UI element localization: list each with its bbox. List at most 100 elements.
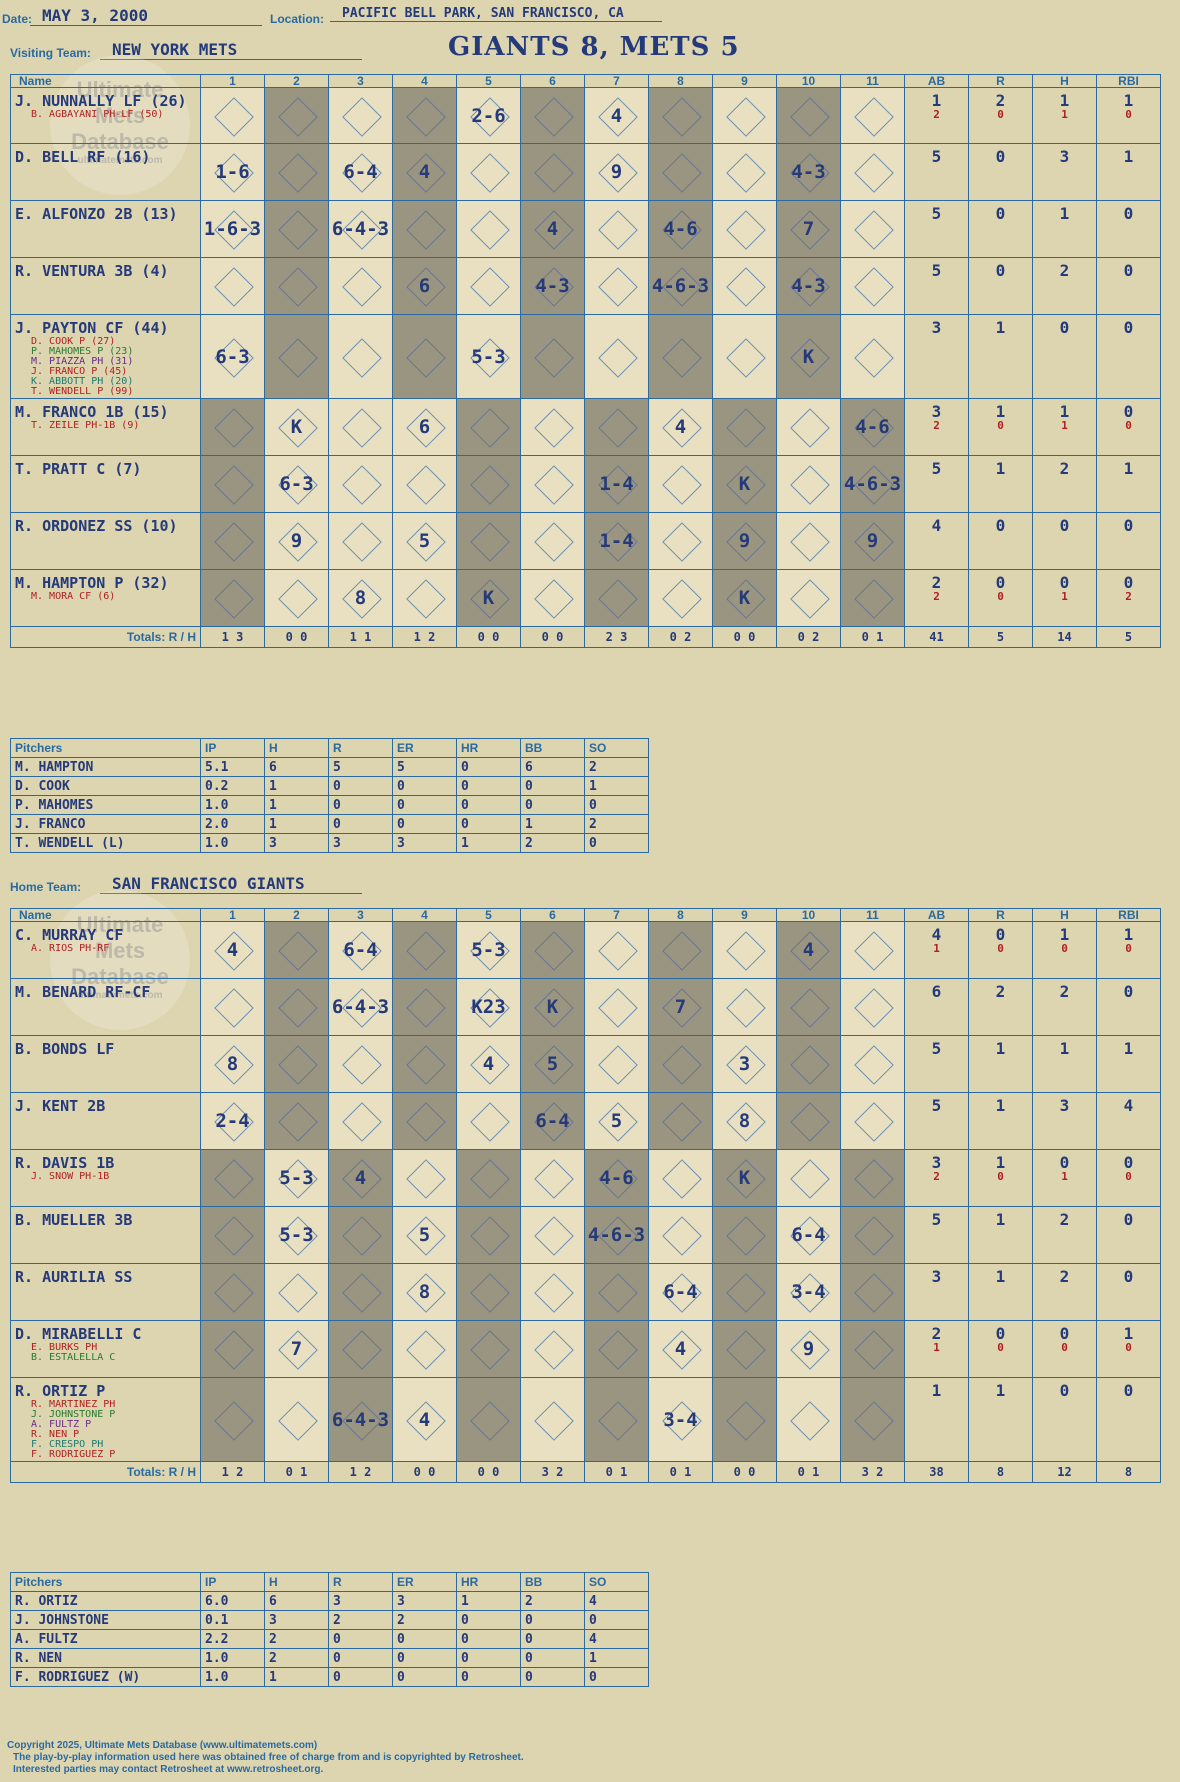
inning-total: 0 1 [264,1461,329,1483]
sub-stat-h: 1 [1061,419,1068,432]
diamond-icon [597,267,638,307]
at-bat-result: 6-4 [663,1281,698,1303]
diamond-icon [213,1400,254,1441]
at-bat-cell [648,1149,713,1207]
stat-rbi: 0 [1096,314,1161,399]
at-bat-result: 6 [418,416,431,438]
stat-ab: 4 [904,512,969,570]
at-bat-cell [264,87,329,144]
column-name-header: Name [10,74,201,88]
stat-rbi: 0 [1096,1206,1161,1264]
inning-header-2: 2 [264,74,329,88]
batter-name: R. ORTIZ P [15,1382,106,1400]
pitcher-stat: 3 [264,1610,329,1630]
at-bat-result: 4-6 [855,416,890,438]
at-bat-cell [392,200,457,258]
pitcher-stat: 4 [584,1591,649,1611]
at-bat-cell [456,1149,521,1207]
at-bat-cell: K23 [456,978,521,1036]
at-bat-cell [520,1320,585,1378]
at-bat-cell: K [776,314,841,399]
sub-stat-rbi: 0 [1125,419,1132,432]
sub-stat-r: 0 [997,419,1004,432]
pitcher-stat: 3 [264,833,329,853]
at-bat-cell: 5 [520,1035,585,1093]
at-bat-cell [264,200,329,258]
pitcher-stat: 1.0 [200,1667,265,1687]
pitchers-header-row: Pitchers IP H R ER HR BB SO [10,738,649,758]
diamond-icon [661,931,702,971]
batter-name: B. MUELLER 3B [15,1211,133,1229]
stat-h: 2 [1032,455,1097,513]
inning-total: 3 2 [520,1461,585,1483]
at-bat-cell [328,398,393,456]
pitcher-stat: 1 [584,1648,649,1668]
diamond-icon [597,408,638,448]
diamond-icon [277,1273,318,1313]
pitcher-stat: 0 [456,1648,521,1668]
at-bat-cell: K [712,1149,777,1207]
at-bat-result: 2-4 [215,1110,250,1132]
diamond-icon [725,96,766,137]
pitcher-stat: 0 [392,795,457,815]
pitcher-stat: 0 [456,1629,521,1649]
at-bat-cell: 4-3 [520,257,585,315]
at-bat-cell [392,978,457,1036]
at-bat-cell: K [712,569,777,627]
stat-header-ab: AB [904,908,969,922]
stat-h: 3 [1032,1092,1097,1150]
at-bat-cell [520,455,585,513]
pitcher-stat: 2.0 [200,814,265,834]
at-bat-cell [200,257,265,315]
at-bat-result: 8 [226,1053,239,1075]
batter-row: M. BENARD RF-CF 6-4-3 K23 K 7 6 2 2 0 [10,978,1161,1036]
substitute-name: R. MARTINEZ PH [31,1399,116,1410]
pitcher-stat: 1 [264,776,329,796]
diamond-icon [213,267,254,307]
diamond-icon [789,579,830,619]
at-bat-cell: 4-3 [776,257,841,315]
pitcher-stat: 1 [264,814,329,834]
pitcher-stat: 0 [520,795,585,815]
at-bat-cell [328,455,393,513]
at-bat-result: 4-6 [599,1167,634,1189]
substitute-name: J. SNOW PH-1B [31,1171,110,1182]
at-bat-cell [392,569,457,627]
batter-row: B. MUELLER 3B 5-3 5 4-6-3 6-4 5 1 2 0 [10,1206,1161,1264]
at-bat-cell [840,978,905,1036]
diamond-icon [789,1045,830,1085]
home-scorecard: Name 1 2 3 4 5 6 7 8 9 10 11 AB R H RBI C. MURRAY CF A. R… [10,908,1161,1483]
diamond-icon [469,1159,510,1199]
pitcher-stat: 0 [328,814,393,834]
at-bat-cell: 3-4 [648,1377,713,1462]
inning-total: 0 1 [584,1461,649,1483]
at-bat-cell [456,398,521,456]
at-bat-result: 6-3 [279,473,314,495]
diamond-icon [469,408,510,448]
at-bat-cell: 3 [712,1035,777,1093]
diamond-icon [533,465,574,505]
at-bat-cell: 6 [392,257,457,315]
at-bat-cell [264,1035,329,1093]
at-bat-result: 7 [802,218,815,240]
diamond-icon [405,210,446,250]
at-bat-result: 2-6 [471,104,506,127]
pitcher-stat: 1 [456,833,521,853]
diamond-icon [469,465,510,505]
diamond-icon [469,1102,510,1142]
stat-ab: 5 [904,1092,969,1150]
at-bat-cell: K [264,398,329,456]
at-bat-result: 6-4-3 [331,1408,390,1431]
at-bat-cell [712,87,777,144]
at-bat-cell: 5-3 [264,1206,329,1264]
inning-header-1: 1 [200,74,265,88]
at-bat-cell: 4 [648,398,713,456]
at-bat-cell [200,1377,265,1462]
at-bat-cell: 4-6 [648,200,713,258]
diamond-icon [533,1159,574,1199]
